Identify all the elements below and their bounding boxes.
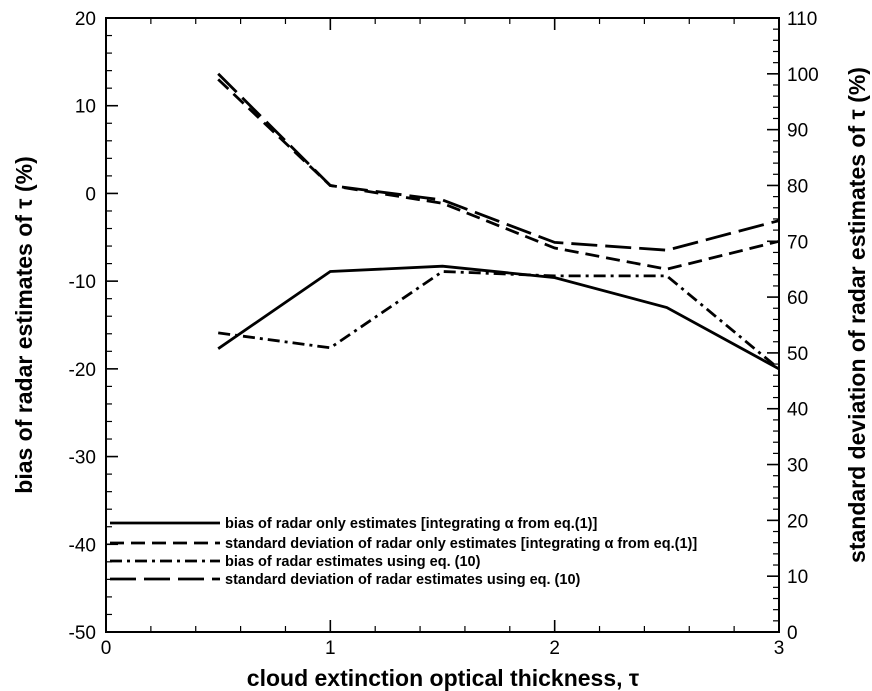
left-y-tick-label: -50 bbox=[69, 623, 96, 644]
plot-frame bbox=[105, 17, 780, 633]
left-y-tick-label: -40 bbox=[69, 535, 96, 556]
right-y-tick-label: 80 bbox=[787, 176, 808, 197]
legend-label-4: standard deviation of radar estimates us… bbox=[225, 572, 581, 588]
right-y-tick-label: 60 bbox=[787, 288, 808, 309]
right-y-tick-label: 30 bbox=[787, 456, 808, 477]
legend-label-1: bias of radar only estimates [integratin… bbox=[225, 516, 597, 532]
plot-border bbox=[105, 17, 780, 633]
series-line-2 bbox=[217, 78, 780, 271]
series-line-3 bbox=[218, 270, 780, 370]
right-y-tick-label: 40 bbox=[787, 400, 808, 421]
series-layer bbox=[217, 72, 780, 371]
right-y-axis-title: standard deviation of radar estimates of… bbox=[844, 67, 870, 563]
x-tick-label: 3 bbox=[774, 638, 785, 659]
left-y-tick-label: -30 bbox=[69, 448, 96, 469]
left-y-tick-label: 0 bbox=[85, 184, 96, 205]
right-y-tick-label: 0 bbox=[787, 623, 798, 644]
x-tick-label: 2 bbox=[549, 638, 560, 659]
left-y-axis-title: bias of radar estimates of τ (%) bbox=[11, 156, 37, 493]
series-line-1 bbox=[217, 264, 780, 371]
right-y-tick-label: 50 bbox=[787, 344, 808, 365]
legend: bias of radar only estimates [integratin… bbox=[110, 516, 697, 588]
x-tick-label: 1 bbox=[325, 638, 336, 659]
legend-label-3: bias of radar estimates using eq. (10) bbox=[225, 554, 481, 570]
ticks-layer: 0 1 2 3 -50 -40 -30 -20 -10 0 10 20 0 10 20 30 40 50 60 70 8… bbox=[69, 9, 819, 659]
right-y-tick-label: 100 bbox=[787, 65, 819, 86]
right-y-tick-label: 90 bbox=[787, 121, 808, 142]
series-line-4 bbox=[217, 72, 780, 252]
right-y-tick-label: 10 bbox=[787, 567, 808, 588]
x-tick-label: 0 bbox=[101, 638, 112, 659]
left-y-tick-label: -20 bbox=[69, 360, 96, 381]
right-y-tick-label: 70 bbox=[787, 232, 808, 253]
left-y-tick-label: 10 bbox=[75, 97, 96, 118]
left-y-tick-label: -10 bbox=[69, 272, 96, 293]
left-y-tick-label: 20 bbox=[75, 9, 96, 30]
legend-label-2: standard deviation of radar only estimat… bbox=[225, 536, 697, 552]
right-y-tick-label: 20 bbox=[787, 511, 808, 532]
x-axis-title: cloud extinction optical thickness, τ bbox=[247, 665, 639, 691]
right-y-tick-label: 110 bbox=[787, 9, 817, 30]
